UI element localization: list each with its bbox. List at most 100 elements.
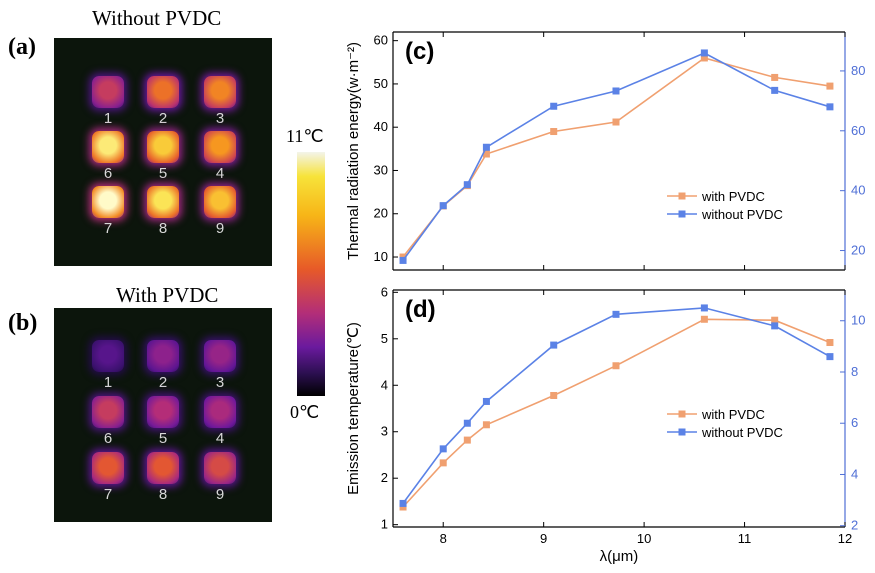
y-left-tick-label: 1 xyxy=(381,517,388,532)
sample-spot-4 xyxy=(204,131,236,163)
y-left-tick-label: 2 xyxy=(381,470,388,485)
data-point xyxy=(463,419,471,427)
sample-number-6: 6 xyxy=(103,430,113,447)
data-point xyxy=(826,353,834,361)
data-point xyxy=(612,87,620,95)
colorbar-min-label: 0℃ xyxy=(290,402,320,422)
colorbar xyxy=(297,152,325,396)
sample-number-7: 7 xyxy=(103,486,113,503)
data-point xyxy=(612,310,620,318)
heatmap-with-pvdc: 1 2 3 6 5 4 7 8 9 xyxy=(54,308,272,522)
y-right-tick-label: 80 xyxy=(851,63,865,78)
data-point xyxy=(771,73,779,81)
sample-number-9: 9 xyxy=(215,486,225,503)
data-point xyxy=(463,181,471,189)
heatmap-without-pvdc: 1 2 3 6 5 4 7 8 9 xyxy=(54,38,272,266)
data-point xyxy=(550,128,558,136)
sample-spot-1 xyxy=(92,340,124,372)
data-point xyxy=(826,339,834,347)
legend-marker xyxy=(678,428,686,436)
data-point xyxy=(826,82,834,90)
x-axis-title: λ(μm) xyxy=(600,548,639,565)
y-left-tick-label: 40 xyxy=(374,119,388,134)
series-line-with-pvdc xyxy=(402,318,831,508)
legend-label: without PVDC xyxy=(701,425,783,440)
sample-number-8: 8 xyxy=(158,486,168,503)
x-tick-label: 8 xyxy=(440,531,447,546)
panel-label-a: (a) xyxy=(8,34,36,60)
colorbar-max-label: 11℃ xyxy=(286,126,324,146)
sample-spot-7 xyxy=(92,452,124,484)
sample-spot-2 xyxy=(147,76,179,108)
data-point xyxy=(700,54,708,62)
y-left-tick-label: 60 xyxy=(374,33,388,48)
sample-number-4: 4 xyxy=(215,165,225,182)
y-right-tick-label: 60 xyxy=(851,123,865,138)
y-right-tick-label: 40 xyxy=(851,183,865,198)
legend-label: without PVDC xyxy=(701,207,783,222)
y-right-tick-label: 2 xyxy=(851,518,858,533)
sample-spot-8 xyxy=(147,186,179,218)
y-right-tick-label: 20 xyxy=(851,243,865,258)
sample-number-1: 1 xyxy=(103,110,113,127)
sample-spot-4 xyxy=(204,396,236,428)
sample-spot-5 xyxy=(147,396,179,428)
sample-number-7: 7 xyxy=(103,220,113,237)
series-line-without-pvdc xyxy=(402,52,831,261)
y-left-tick-label: 20 xyxy=(374,206,388,221)
data-point xyxy=(482,421,490,429)
sample-number-3: 3 xyxy=(215,110,225,127)
sample-spot-1 xyxy=(92,76,124,108)
data-point xyxy=(771,86,779,94)
sample-number-4: 4 xyxy=(215,430,225,447)
data-point xyxy=(482,143,490,151)
data-point xyxy=(700,49,708,57)
data-point xyxy=(399,503,407,511)
sample-number-8: 8 xyxy=(158,220,168,237)
sample-spot-9 xyxy=(204,186,236,218)
legend-marker xyxy=(678,192,686,200)
data-point xyxy=(439,445,447,453)
y-left-tick-label: 3 xyxy=(381,424,388,439)
sample-number-5: 5 xyxy=(158,165,168,182)
sample-number-5: 5 xyxy=(158,430,168,447)
sample-spot-3 xyxy=(204,76,236,108)
sample-number-6: 6 xyxy=(103,165,113,182)
y-axis-title: Emission temperature(℃) xyxy=(345,322,362,495)
panel-label: (c) xyxy=(405,38,434,65)
data-point xyxy=(550,102,558,110)
y-left-tick-label: 5 xyxy=(381,331,388,346)
y-axis-title: Thermal radiation energy(w·m⁻²) xyxy=(345,42,362,260)
sample-spot-9 xyxy=(204,452,236,484)
data-point xyxy=(771,316,779,324)
sample-spot-2 xyxy=(147,340,179,372)
x-tick-label: 9 xyxy=(540,531,547,546)
sample-spot-5 xyxy=(147,131,179,163)
series-line-without-pvdc xyxy=(402,307,831,504)
data-point xyxy=(482,150,490,158)
sample-number-2: 2 xyxy=(158,374,168,391)
sample-number-2: 2 xyxy=(158,110,168,127)
y-right-tick-label: 8 xyxy=(851,364,858,379)
y-right-tick-label: 4 xyxy=(851,466,858,481)
y-right-tick-label: 10 xyxy=(851,313,865,328)
legend-label: with PVDC xyxy=(701,407,765,422)
x-tick-label: 11 xyxy=(738,531,752,546)
x-tick-label: 10 xyxy=(637,531,651,546)
sample-spot-8 xyxy=(147,452,179,484)
sample-number-9: 9 xyxy=(215,220,225,237)
data-point xyxy=(399,499,407,507)
data-point xyxy=(482,397,490,405)
panel-label-b: (b) xyxy=(8,310,38,336)
y-right-tick-label: 6 xyxy=(851,415,858,430)
legend-label: with PVDC xyxy=(701,189,765,204)
data-point xyxy=(399,256,407,264)
y-left-tick-label: 4 xyxy=(381,377,388,392)
data-point xyxy=(700,315,708,323)
heatmap-b-title: With PVDC xyxy=(116,283,219,307)
data-point xyxy=(826,103,834,111)
y-left-tick-label: 10 xyxy=(374,249,388,264)
heatmap-a-title: Without PVDC xyxy=(92,6,222,30)
x-tick-label: 12 xyxy=(838,531,852,546)
